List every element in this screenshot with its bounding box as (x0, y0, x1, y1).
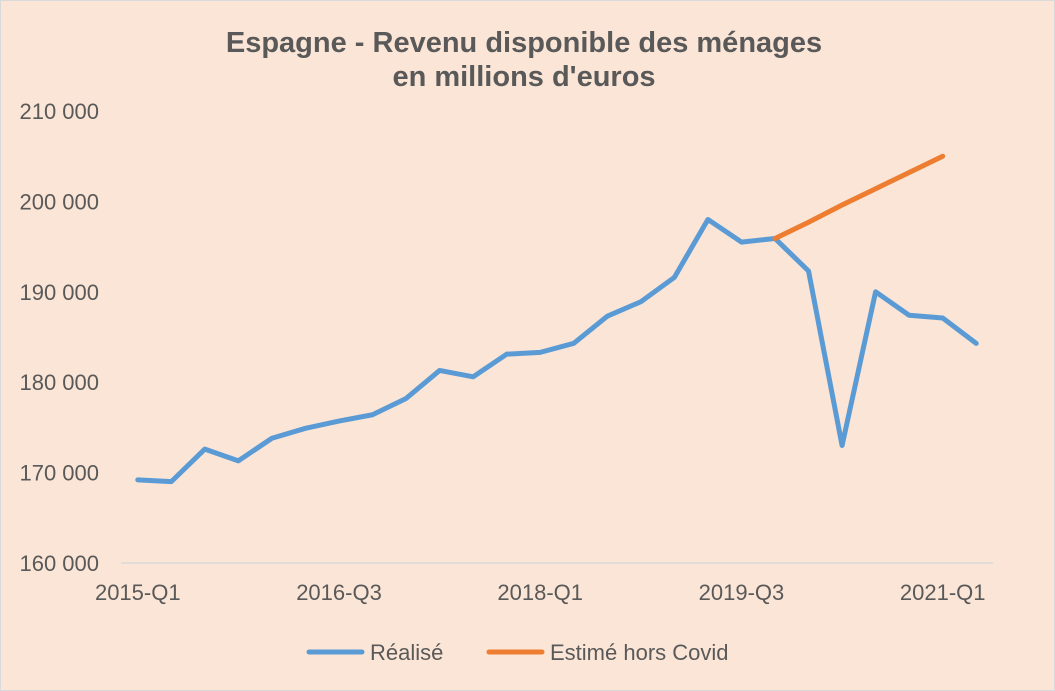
x-axis-tick-labels: 2015-Q1 2016-Q3 2018-Q1 2019-Q3 2021-Q1 (95, 580, 986, 605)
y-tick-label: 190 000 (19, 280, 99, 305)
x-tick-label: 2018-Q1 (497, 580, 583, 605)
series-lines (135, 153, 979, 485)
x-tick-label: 2019-Q3 (699, 580, 785, 605)
y-tick-label: 160 000 (19, 551, 99, 576)
legend-label-estime-hors-covid: Estimé hors Covid (550, 640, 729, 665)
x-tick-label: 2021-Q1 (900, 580, 986, 605)
x-tick-label: 2016-Q3 (296, 580, 382, 605)
y-tick-label: 200 000 (19, 189, 99, 214)
y-axis-tick-labels: 160 000 170 000 180 000 190 000 200 000 210 0… (19, 99, 99, 576)
legend: Réalisé Estimé hors Covid (306, 640, 729, 665)
series-line-realise (135, 216, 979, 485)
chart-title-line-1: Espagne - Revenu disponible des ménages (226, 27, 822, 59)
y-tick-label: 170 000 (19, 461, 99, 486)
y-tick-label: 180 000 (19, 370, 99, 395)
series-line-estime-hors-covid (772, 153, 946, 241)
legend-label-realise: Réalisé (370, 640, 443, 665)
y-tick-label: 210 000 (19, 99, 99, 124)
chart-title-line-2: en millions d'euros (392, 61, 655, 93)
x-tick-label: 2015-Q1 (95, 580, 181, 605)
